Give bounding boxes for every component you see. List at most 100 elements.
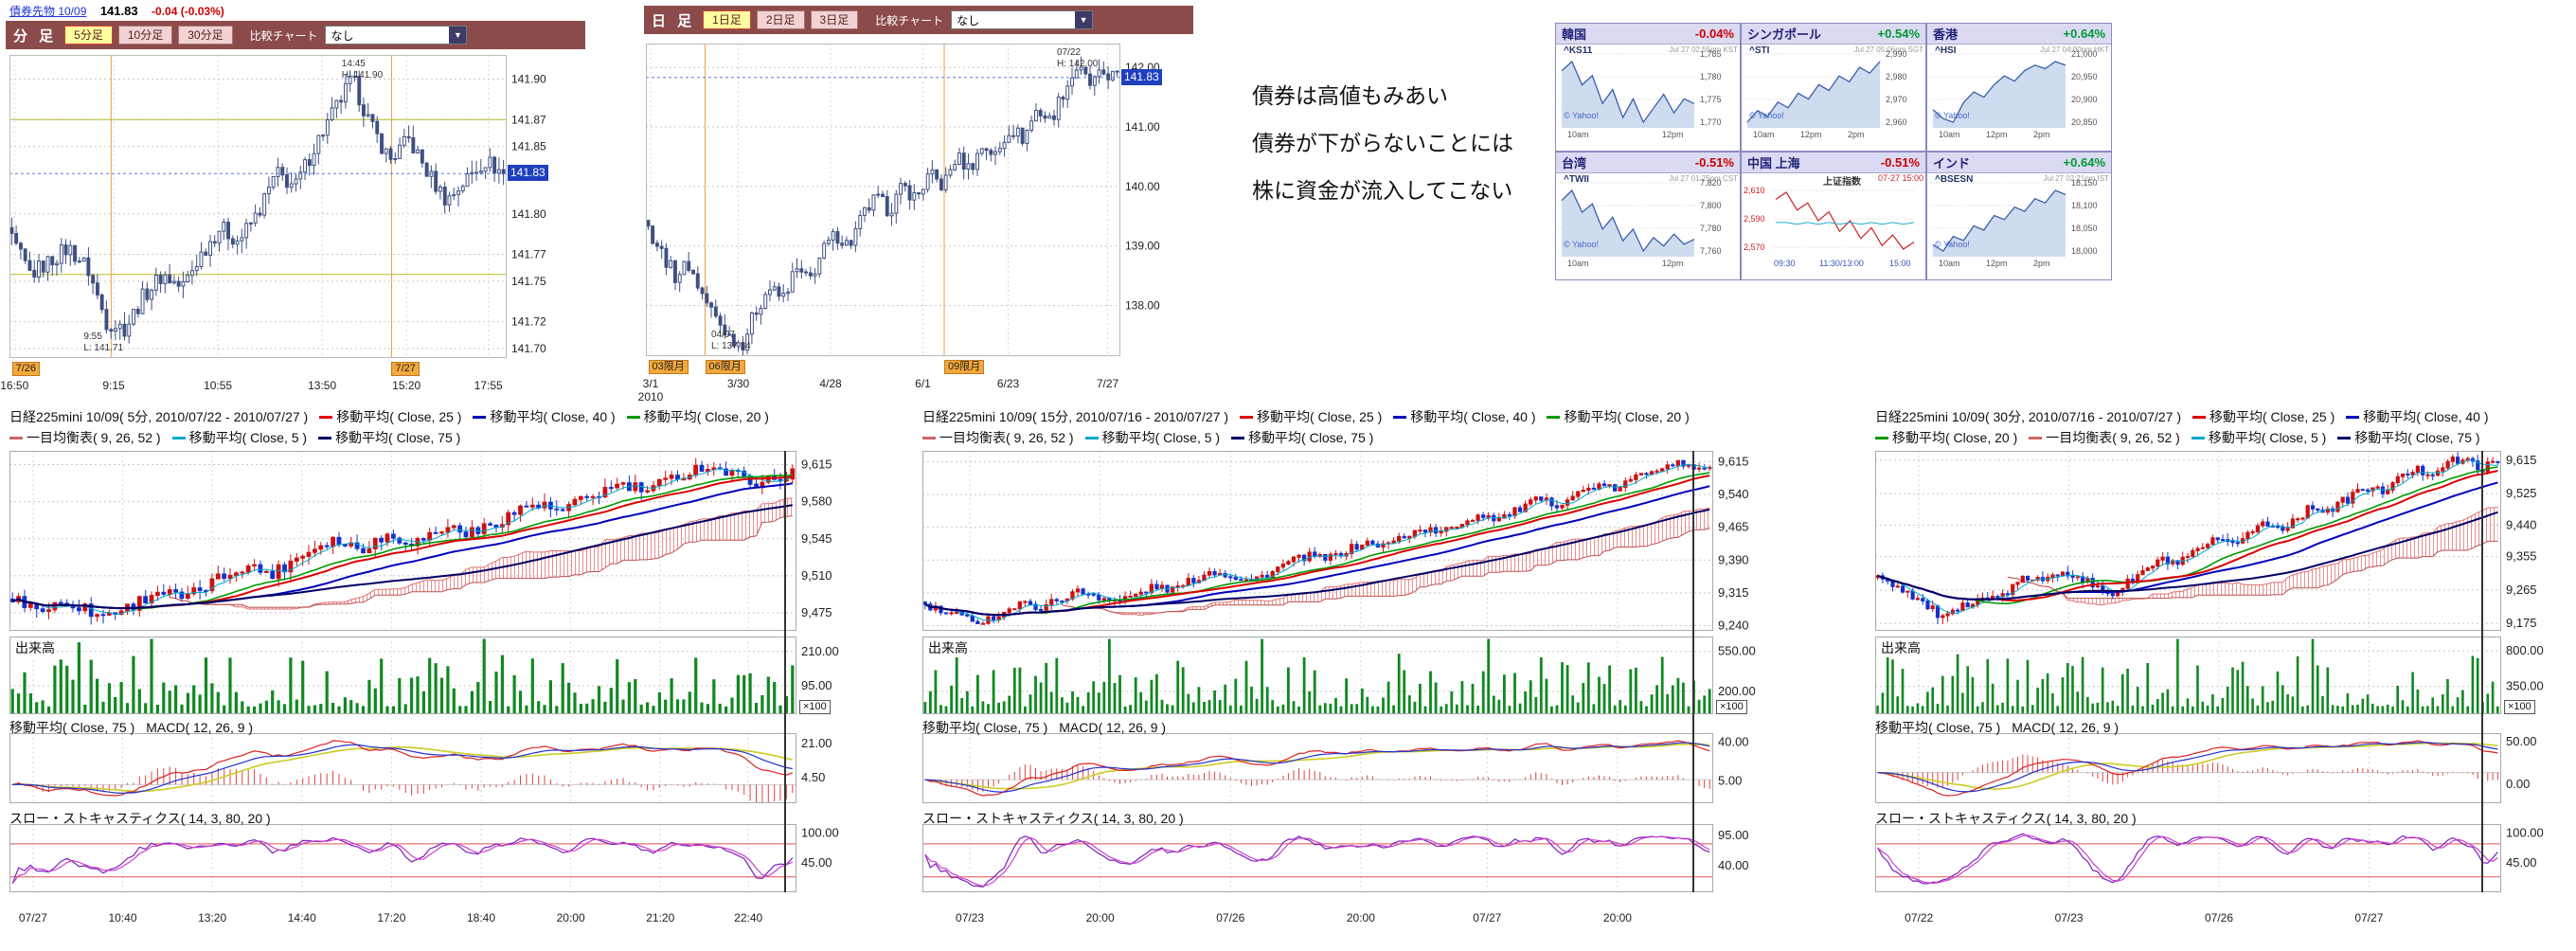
legend-row-2: 移動平均( Close, 20 ) 一目均衡表( 9, 26, 52 ) 移動平均(…: [1875, 428, 2480, 447]
svg-text:9,615: 9,615: [1718, 455, 1749, 469]
x-axis-label: 6/23: [996, 377, 1020, 390]
nikkei-chart-panel: 日経225mini 10/09( 15分, 2010/07/16 - 2010/…: [919, 405, 1779, 947]
volume-unit-badge: ×100: [1716, 700, 1747, 714]
gridlines: [969, 824, 1619, 892]
svg-text:9,355: 9,355: [2506, 549, 2537, 564]
timeframe-button-3[interactable]: 3日足: [810, 10, 859, 29]
svg-text:141.87: 141.87: [511, 113, 546, 126]
mini-y-label: 7,780: [1700, 224, 1722, 233]
market-panel-body: ^STI Jul 27 05:06pm SGT 2,990 2,980 2,970 2,9…: [1742, 45, 1925, 151]
x-axis-label: 21:20: [646, 911, 675, 924]
svg-text:200.00: 200.00: [1718, 684, 1756, 698]
ichimoku-cloud: [170, 497, 793, 609]
volume-pane[interactable]: 800.00 350.00: [1875, 637, 2576, 714]
macd-pane[interactable]: 21.00 4.50: [9, 733, 864, 803]
x-axis-label: 20:00: [1085, 911, 1115, 924]
market-symbol: 上证指数: [1823, 177, 1861, 188]
market-panel-4: 台湾 -0.51% ^TWII Jul 27 01:25pm CST 7,820 7,80…: [1555, 152, 1741, 280]
legend-item: 一目均衡表( 9, 26, 52 ): [922, 428, 1074, 447]
x-axis-label: 3/1 2010: [637, 377, 664, 404]
contract-badge: 06限月: [705, 360, 745, 374]
chevron-down-icon[interactable]: ▼: [1075, 11, 1093, 28]
legend-item: 移動平均( Close, 25 ): [2191, 407, 2334, 426]
market-panel-body: ^TWII Jul 27 01:25pm CST 7,820 7,800 7,780 7,…: [1556, 173, 1740, 279]
market-panel-5: 中国 上海 -0.51% 上证指数 07-27 15:00 2,610 2,590 2,57…: [1741, 152, 1926, 280]
legend-item: 移動平均( Close, 20 ): [1547, 407, 1690, 426]
x-axis-label: 20:00: [1602, 911, 1632, 924]
timeframe-button-1[interactable]: 5分足: [64, 26, 113, 45]
minute-timeframe-buttons: 5分足 10分足 30分足: [64, 26, 233, 45]
x-axis-label: 15:20: [392, 379, 421, 392]
low-annotation: 04/07 L: 137.34: [711, 330, 751, 352]
ichimoku-cloud: [1062, 508, 1710, 616]
legend-row-1: 日経225mini 10/09( 5分, 2010/07/22 - 2010/0…: [9, 407, 769, 426]
mini-area: [1562, 62, 1694, 128]
stoch-pane[interactable]: 95.00 40.00: [922, 824, 1782, 892]
market-mini-chart[interactable]: [1745, 48, 1882, 128]
gridlines: [9, 55, 506, 358]
price-chart-canvas[interactable]: 141.90 141.87 141.85 141.80 141.77 141.75 141.…: [9, 55, 578, 358]
legend-item: 日経225mini 10/09( 30分, 2010/07/16 - 2010/…: [1875, 407, 2181, 426]
high-time: 14:45: [341, 59, 366, 69]
legend-item: 移動平均( Close, 75 ): [1231, 428, 1373, 447]
mini-x-label: 12pm: [1986, 130, 2008, 139]
timeframe-button-2[interactable]: 10分足: [117, 26, 173, 45]
ma-line-75: [1877, 511, 2498, 601]
svg-text:210.00: 210.00: [801, 644, 839, 658]
volume-pane[interactable]: 550.00 200.00: [922, 637, 1782, 714]
span-a-line: [1062, 507, 1710, 617]
legend-item: 一目均衡表( 9, 26, 52 ): [2029, 428, 2180, 447]
market-name: 中国 上海: [1747, 156, 1800, 170]
low-time: 9:55: [83, 332, 102, 342]
mini-x-label: 10am: [1567, 130, 1589, 139]
macd-line: [12, 740, 793, 797]
asian-markets-panel: 韓国 -0.04% ^KS11 Jul 27 02:55pm KST 1,785 1,78…: [1555, 23, 2114, 282]
legend-swatch: [9, 436, 23, 440]
market-change: +0.54%: [1877, 27, 1920, 41]
market-mini-chart[interactable]: [1560, 177, 1696, 257]
svg-text:40.00: 40.00: [1718, 734, 1749, 748]
macd-pane[interactable]: 40.00 5.00: [922, 733, 1782, 803]
price-pane[interactable]: 9,615 9,580 9,545 9,510 9,475: [9, 451, 864, 631]
market-mini-chart[interactable]: [1774, 183, 1916, 255]
volume-pane[interactable]: 210.00 95.00: [9, 637, 864, 714]
minute-chart-area[interactable]: 141.90 141.87 141.85 141.80 141.77 141.75 141.…: [0, 55, 581, 394]
instrument-link[interactable]: 債券先物 10/09: [9, 5, 87, 18]
legend-item: 移動平均( Close, 40 ): [473, 407, 616, 426]
legend-label: MACD( 12, 26, 9 ): [2012, 720, 2120, 735]
daily-toolbar-title: 日 足: [652, 12, 696, 29]
timeframe-button-2[interactable]: 2日足: [756, 10, 805, 29]
span-b-line: [2007, 540, 2498, 600]
legend-label: スロー・ストキャスティクス( 14, 3, 80, 20 ): [1875, 811, 2137, 826]
mini-area: [1933, 62, 2066, 128]
gridlines: [646, 44, 1119, 356]
timeframe-button-3[interactable]: 30分足: [178, 26, 233, 45]
market-symbol: ^STI: [1749, 45, 1770, 56]
market-mini-chart[interactable]: [1931, 177, 2067, 257]
price-pane[interactable]: 9,615 9,540 9,465 9,390 9,315 9,240: [922, 451, 1782, 631]
price-pane[interactable]: 9,615 9,525 9,440 9,355 9,265 9,175: [1875, 451, 2576, 631]
svg-text:9,240: 9,240: [1718, 619, 1749, 632]
stoch-pane[interactable]: 100.00 45.00: [9, 824, 864, 892]
daily-chart-area[interactable]: 142.00 141.00 140.00 139.00 138.00 141.83 07/2…: [638, 44, 1193, 404]
stoch-pane[interactable]: 100.00 45.00: [1875, 824, 2576, 892]
macd-pane[interactable]: 50.00 0.00: [1875, 733, 2576, 803]
legend-label: 移動平均( Close, 25 ): [1256, 409, 1383, 424]
legend-swatch: [319, 415, 333, 419]
chevron-down-icon[interactable]: ▼: [449, 27, 467, 44]
legend-label: 移動平均( Close, 40 ): [490, 409, 616, 424]
mini-y-label: 18,150: [2071, 178, 2098, 188]
market-mini-chart[interactable]: [1560, 48, 1696, 128]
x-axis-label: 9:15: [102, 379, 125, 392]
timeframe-button-1[interactable]: 1日足: [703, 10, 751, 29]
minute-compare-select[interactable]: なし ▼: [325, 26, 468, 45]
svg-text:9,465: 9,465: [1718, 520, 1749, 534]
x-axis-label: 07/23: [2054, 911, 2084, 924]
ma-line-5: [1877, 459, 2498, 615]
legend-row-2: 一目均衡表( 9, 26, 52 ) 移動平均( Close, 5 ) 移動平均( …: [922, 428, 1373, 447]
svg-text:21.00: 21.00: [801, 736, 832, 750]
market-mini-chart[interactable]: [1931, 48, 2067, 128]
daily-compare-select[interactable]: なし ▼: [951, 10, 1094, 29]
y-axis-labels: 800.00 350.00: [2506, 643, 2544, 693]
